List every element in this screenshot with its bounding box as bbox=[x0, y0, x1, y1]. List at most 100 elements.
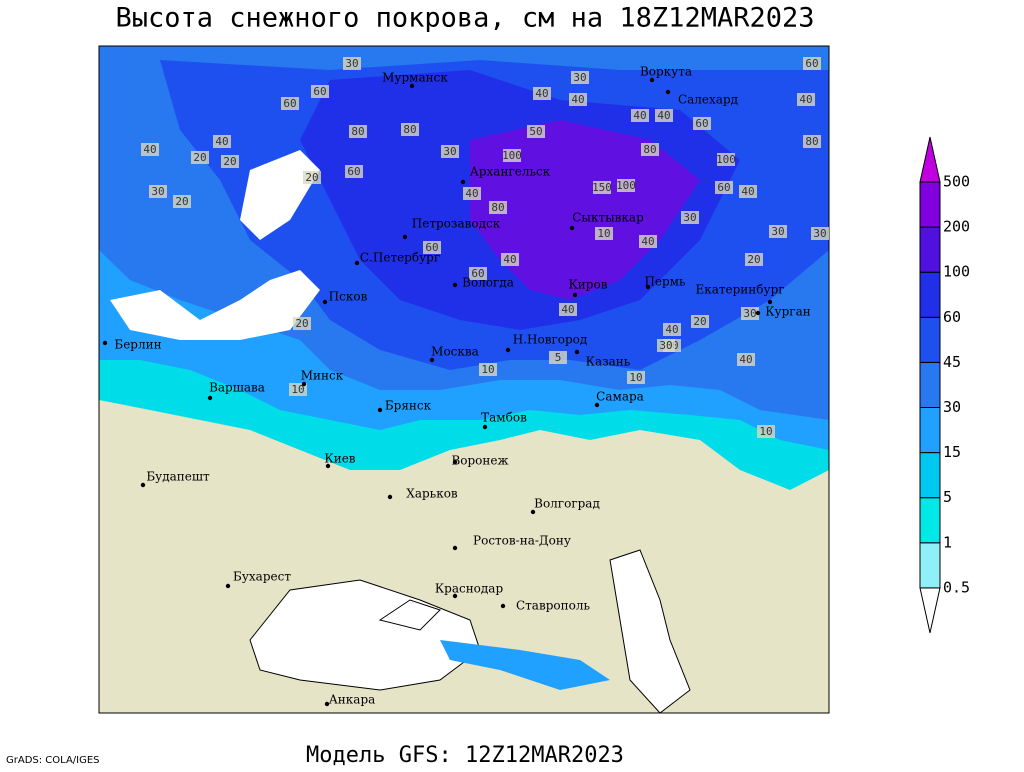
legend-swatch bbox=[919, 136, 941, 183]
contour-label: 10 bbox=[597, 227, 610, 240]
city-dot bbox=[649, 77, 655, 83]
city-dot bbox=[102, 340, 108, 346]
contour-label-bg bbox=[737, 353, 755, 366]
sea-of-azov bbox=[378, 599, 441, 631]
city-label: Н.Новгород bbox=[513, 333, 588, 347]
city-dot bbox=[665, 89, 671, 95]
city-label: Будапешт bbox=[146, 470, 210, 484]
contour-label: 20 bbox=[175, 195, 188, 208]
contour-label-bg bbox=[489, 201, 507, 214]
contour-label: 100 bbox=[616, 179, 636, 192]
map bbox=[99, 46, 829, 713]
legend-swatch bbox=[919, 316, 941, 363]
contour-label: 40 bbox=[571, 93, 584, 106]
city-dot bbox=[569, 225, 575, 231]
city-label: Воронеж bbox=[451, 454, 508, 468]
city-dot bbox=[429, 357, 435, 363]
legend-label: 30 bbox=[943, 398, 961, 416]
contour-label-bg bbox=[141, 143, 159, 156]
contour-label: 40 bbox=[561, 303, 574, 316]
legend-swatch bbox=[919, 226, 941, 273]
contour-label-bg bbox=[191, 151, 209, 164]
legend-label: 60 bbox=[943, 308, 961, 326]
legend-label: 0.5 bbox=[943, 578, 970, 596]
city-dot bbox=[594, 402, 600, 408]
city-label: Вологда bbox=[462, 276, 514, 290]
contour-label: 30 bbox=[683, 211, 696, 224]
contour-label-bg bbox=[311, 85, 329, 98]
contour-label: 30 bbox=[345, 57, 358, 70]
contour-label: 30 bbox=[443, 145, 456, 158]
contour-label: 60 bbox=[805, 57, 818, 70]
contour-label: 80 bbox=[491, 201, 504, 214]
contour-label-bg bbox=[533, 87, 551, 100]
contour-label: 20 bbox=[693, 315, 706, 328]
city-label: Москва bbox=[431, 345, 479, 359]
legend-swatch bbox=[919, 181, 941, 228]
contour-label: 40 bbox=[465, 187, 478, 200]
city-label: Пермь bbox=[644, 275, 686, 289]
snow-100 bbox=[470, 120, 700, 300]
contour-label-bg bbox=[501, 253, 519, 266]
contour-labels: 30 60 30 80 60 40 20 80 40 100 150 100 80 40 40 40 60 60 4… bbox=[141, 57, 829, 438]
contour-label-bg bbox=[739, 185, 757, 198]
legend-label: 1 bbox=[943, 533, 952, 551]
contour-label: 30 bbox=[771, 225, 784, 238]
city-dot bbox=[140, 482, 146, 488]
contour-label-bg bbox=[681, 211, 699, 224]
contour-label: 80 bbox=[643, 143, 656, 156]
city-dot bbox=[377, 407, 383, 413]
contour-label-bg bbox=[401, 123, 419, 136]
city-label: Берлин bbox=[114, 338, 161, 352]
city-dot bbox=[572, 292, 578, 298]
contour-label-bg bbox=[343, 57, 361, 70]
contour-label: 40 bbox=[641, 235, 654, 248]
city-label: Воркута bbox=[640, 65, 692, 79]
contour-label: 40 bbox=[799, 93, 812, 106]
contour-label: 30 bbox=[743, 307, 756, 320]
city-label: Варшава bbox=[209, 381, 265, 395]
contour-label-bg bbox=[691, 315, 709, 328]
contour-label-bg bbox=[769, 225, 787, 238]
title: Высота снежного покрова, см на 18Z12MAR2… bbox=[116, 3, 815, 34]
contour-label: 30 bbox=[659, 339, 672, 352]
city-label: Ставрополь bbox=[516, 599, 590, 613]
contour-label: 40 bbox=[657, 109, 670, 122]
city-dot bbox=[452, 593, 458, 599]
contour-label: 80 bbox=[805, 135, 818, 148]
contour-label-bg bbox=[423, 241, 441, 254]
city-dot bbox=[452, 545, 458, 551]
contour-label-bg bbox=[617, 179, 635, 192]
scandinavia-snow bbox=[110, 160, 180, 250]
contour-label: 40 bbox=[215, 135, 228, 148]
city-dot bbox=[225, 583, 231, 589]
city-label: Минск bbox=[301, 369, 344, 383]
contour-label-bg bbox=[745, 253, 763, 266]
contour-label: 80 bbox=[403, 123, 416, 136]
contour-label: 100 bbox=[502, 149, 522, 162]
legend-swatch bbox=[919, 361, 941, 408]
contour-label: 30 bbox=[151, 185, 164, 198]
city-label: Бухарест bbox=[233, 570, 291, 584]
city-dot bbox=[767, 299, 773, 305]
city-label: Харьков bbox=[406, 487, 458, 501]
city-dot bbox=[354, 260, 360, 266]
contour-label-bg bbox=[549, 351, 567, 364]
legend-label: 500 bbox=[943, 173, 970, 191]
contour-label-bg bbox=[657, 339, 675, 352]
contour-label: 10 bbox=[629, 371, 642, 384]
contour-label: 30 bbox=[813, 227, 826, 240]
city-dot bbox=[301, 381, 307, 387]
city-dot bbox=[409, 83, 415, 89]
legend-label: 100 bbox=[943, 263, 970, 281]
contour-label: 40 bbox=[665, 323, 678, 336]
contour-label: 40 bbox=[143, 143, 156, 156]
contour-label-bg bbox=[593, 181, 611, 194]
city-label: Екатеринбург bbox=[695, 283, 784, 297]
contour-label: 20 bbox=[747, 253, 760, 266]
legend-swatch bbox=[919, 542, 941, 589]
city-label: Киев bbox=[324, 452, 355, 466]
city-dot bbox=[324, 701, 330, 707]
city-dot bbox=[574, 349, 580, 355]
